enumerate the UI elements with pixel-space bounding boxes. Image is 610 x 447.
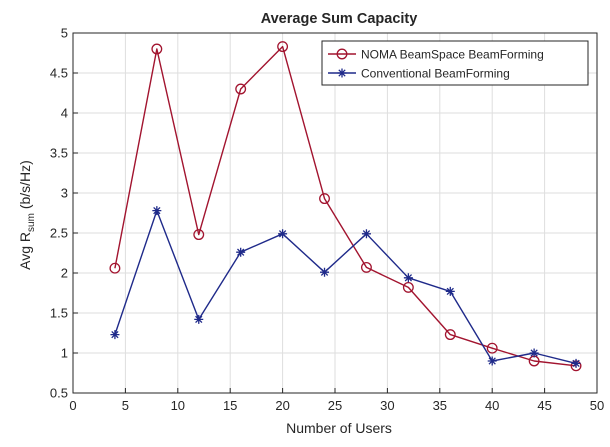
data-point [194, 315, 203, 324]
y-axis-label-subscript: sum [26, 213, 37, 232]
data-point [404, 273, 413, 282]
y-tick-label: 4 [61, 106, 68, 121]
x-tick-label: 15 [223, 398, 237, 413]
y-tick-label: 2 [61, 266, 68, 281]
x-tick-label: 20 [275, 398, 289, 413]
data-point [278, 229, 287, 238]
y-tick-label: 1 [61, 346, 68, 361]
y-tick-label: 5 [61, 26, 68, 41]
data-point [572, 359, 581, 368]
y-axis-label-unit: (b/s/Hz) [17, 160, 33, 213]
x-tick-label: 35 [433, 398, 447, 413]
x-tick-label: 0 [69, 398, 76, 413]
x-tick-label: 40 [485, 398, 499, 413]
y-tick-label: 1.5 [50, 306, 68, 321]
data-point [446, 287, 455, 296]
legend-label: Conventional BeamForming [361, 67, 510, 81]
y-axis-label-main: Avg R [17, 232, 33, 270]
legend: NOMA BeamSpace BeamForming Conventional B… [322, 41, 588, 85]
data-point [236, 248, 245, 257]
data-point [152, 206, 161, 215]
y-tick-label: 3.5 [50, 146, 68, 161]
legend-marker [338, 69, 347, 78]
data-point [488, 357, 497, 366]
data-point [530, 349, 539, 358]
x-tick-label: 50 [590, 398, 604, 413]
data-point [362, 229, 371, 238]
y-tick-label: 4.5 [50, 66, 68, 81]
chart-title: Average Sum Capacity [261, 11, 418, 27]
y-tick-label: 0.5 [50, 386, 68, 401]
x-tick-label: 25 [328, 398, 342, 413]
x-tick-label: 30 [380, 398, 394, 413]
data-point [110, 330, 119, 339]
legend-label: NOMA BeamSpace BeamForming [361, 48, 544, 62]
x-tick-label: 5 [122, 398, 129, 413]
y-tick-label: 2.5 [50, 226, 68, 241]
x-tick-label: 45 [537, 398, 551, 413]
x-tick-label: 10 [171, 398, 185, 413]
y-tick-label: 3 [61, 186, 68, 201]
x-axis-label: Number of Users [286, 420, 392, 436]
data-point [320, 268, 329, 277]
